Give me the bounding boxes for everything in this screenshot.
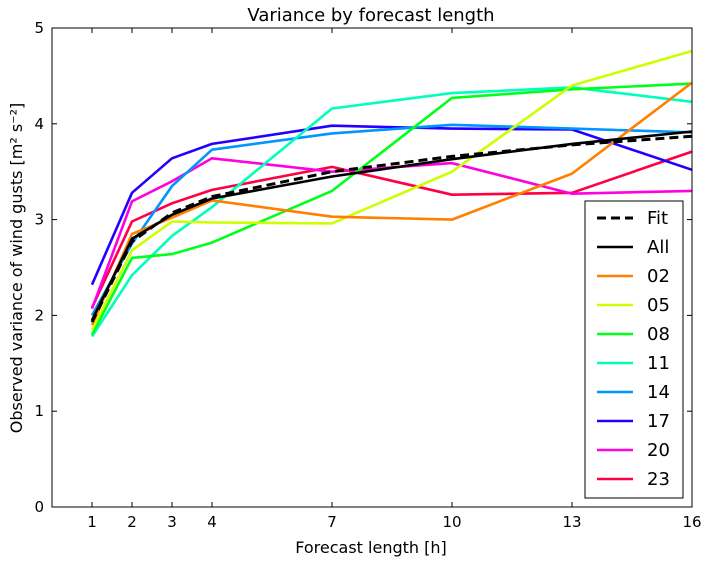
series-line-02 xyxy=(90,81,693,326)
legend-label-11: 11 xyxy=(647,353,670,374)
legend-box xyxy=(584,200,684,499)
series-line-08 xyxy=(90,82,693,336)
y-tick-label: 2 xyxy=(34,306,44,324)
x-tick-label: 2 xyxy=(127,513,137,531)
legend-label-fit: Fit xyxy=(647,208,668,229)
legend-label-20: 20 xyxy=(647,440,670,461)
legend-label-08: 08 xyxy=(647,324,670,345)
y-tick-label: 1 xyxy=(34,402,44,420)
x-tick-label: 1 xyxy=(87,513,97,531)
legend-entries: Fit All 02 05 08 11 14 17 20 23 xyxy=(597,208,670,490)
series-line-05 xyxy=(90,49,693,331)
series-line-20 xyxy=(90,157,693,310)
legend-label-all: All xyxy=(647,237,669,258)
legend-label-14: 14 xyxy=(647,382,670,403)
y-tick-label: 5 xyxy=(34,19,44,37)
legend-label-17: 17 xyxy=(647,411,670,432)
x-tick-label: 3 xyxy=(167,513,177,531)
x-tick-label: 4 xyxy=(207,513,217,531)
series-line-17 xyxy=(90,124,693,286)
y-tick-label: 0 xyxy=(34,498,44,516)
legend-label-23: 23 xyxy=(647,469,670,490)
x-tick-label: 7 xyxy=(327,513,337,531)
x-tick-label: 16 xyxy=(682,513,701,531)
legend-label-05: 05 xyxy=(647,295,670,316)
chart-title: Variance by forecast length xyxy=(247,5,494,26)
series-line-23 xyxy=(90,150,693,309)
legend-label-02: 02 xyxy=(647,266,670,287)
x-axis-label: Forecast length [h] xyxy=(295,538,447,557)
y-tick-label: 3 xyxy=(34,211,44,229)
x-tick-label: 13 xyxy=(562,513,581,531)
y-axis-label: Observed variance of wind gusts [m² s⁻²] xyxy=(7,103,26,434)
plot-lines xyxy=(90,49,693,338)
legend: Fit All 02 05 08 11 14 17 20 23 xyxy=(584,200,684,499)
x-axis-ticks: 1 2 3 4 7 10 13 16 xyxy=(87,28,702,531)
series-line-fit xyxy=(90,134,693,323)
plot-frame xyxy=(51,27,693,508)
y-tick-label: 4 xyxy=(34,115,44,133)
series-line-11 xyxy=(90,86,693,338)
x-tick-label: 10 xyxy=(442,513,461,531)
